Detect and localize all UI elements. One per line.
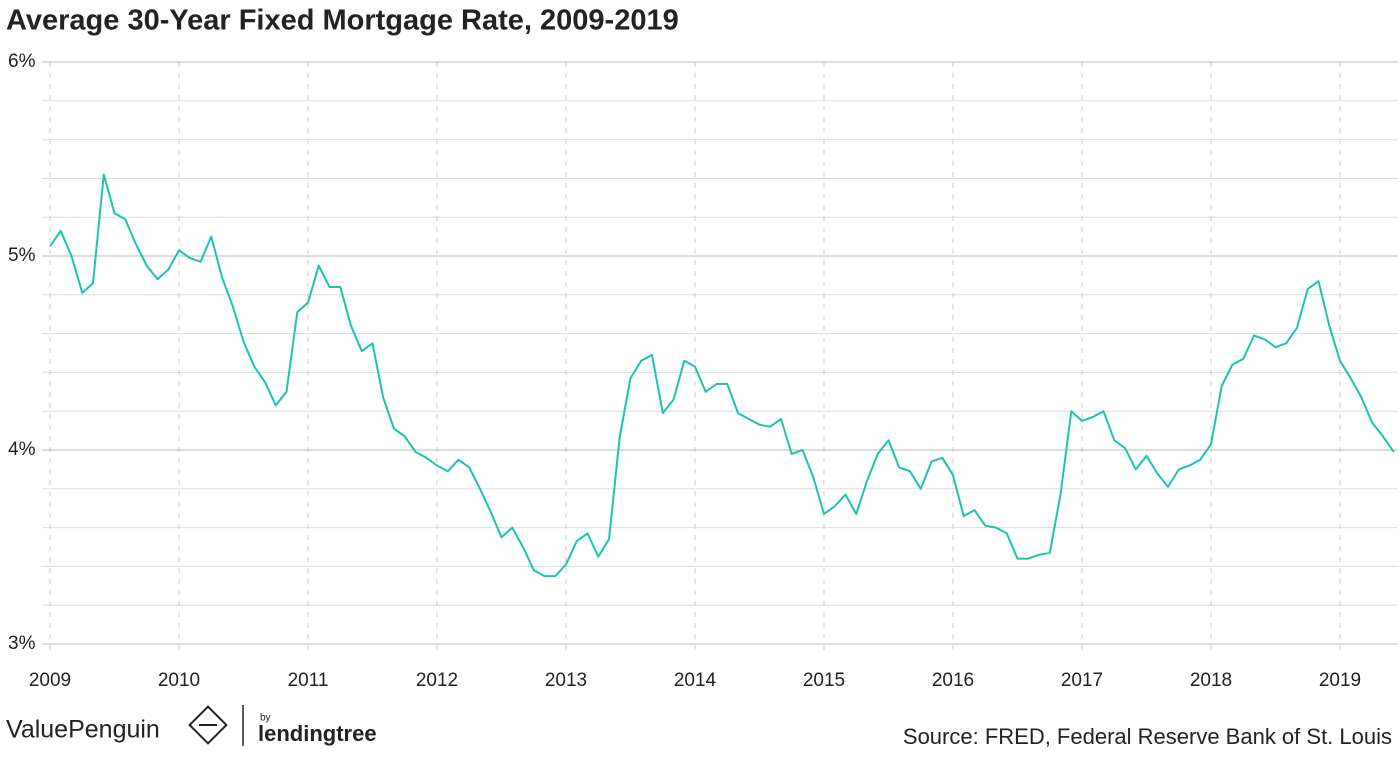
x-tick-label: 2018 xyxy=(1190,670,1232,691)
x-tick-label: 2011 xyxy=(288,670,329,691)
brand-logo xyxy=(188,705,228,745)
x-tick-label: 2014 xyxy=(674,670,717,691)
x-tick-label: 2012 xyxy=(416,670,458,691)
x-tick-label: 2010 xyxy=(158,670,200,691)
brand-name: ValuePenguin xyxy=(6,716,160,744)
rate-line xyxy=(49,173,1395,578)
x-tick-label: 2013 xyxy=(545,670,587,691)
source: Source: FRED, Federal Reserve Bank of St… xyxy=(903,724,1392,749)
y-tick-label: 3% xyxy=(8,633,36,654)
x-tick-label: 2009 xyxy=(29,670,71,691)
y-tick-label: 4% xyxy=(8,439,36,460)
brand-by: by xyxy=(260,713,271,724)
x-tick-label: 2017 xyxy=(1061,670,1103,691)
x-tick-label: 2016 xyxy=(932,670,974,691)
x-tick-label: 2015 xyxy=(803,670,845,691)
brand-partner: lendingtree xyxy=(258,721,377,746)
x-tick-label: 2019 xyxy=(1319,670,1361,691)
y-tick-label: 6% xyxy=(8,51,36,72)
chart-title: Average 30-Year Fixed Mortgage Rate, 200… xyxy=(6,5,679,37)
y-tick-label: 5% xyxy=(8,245,36,266)
